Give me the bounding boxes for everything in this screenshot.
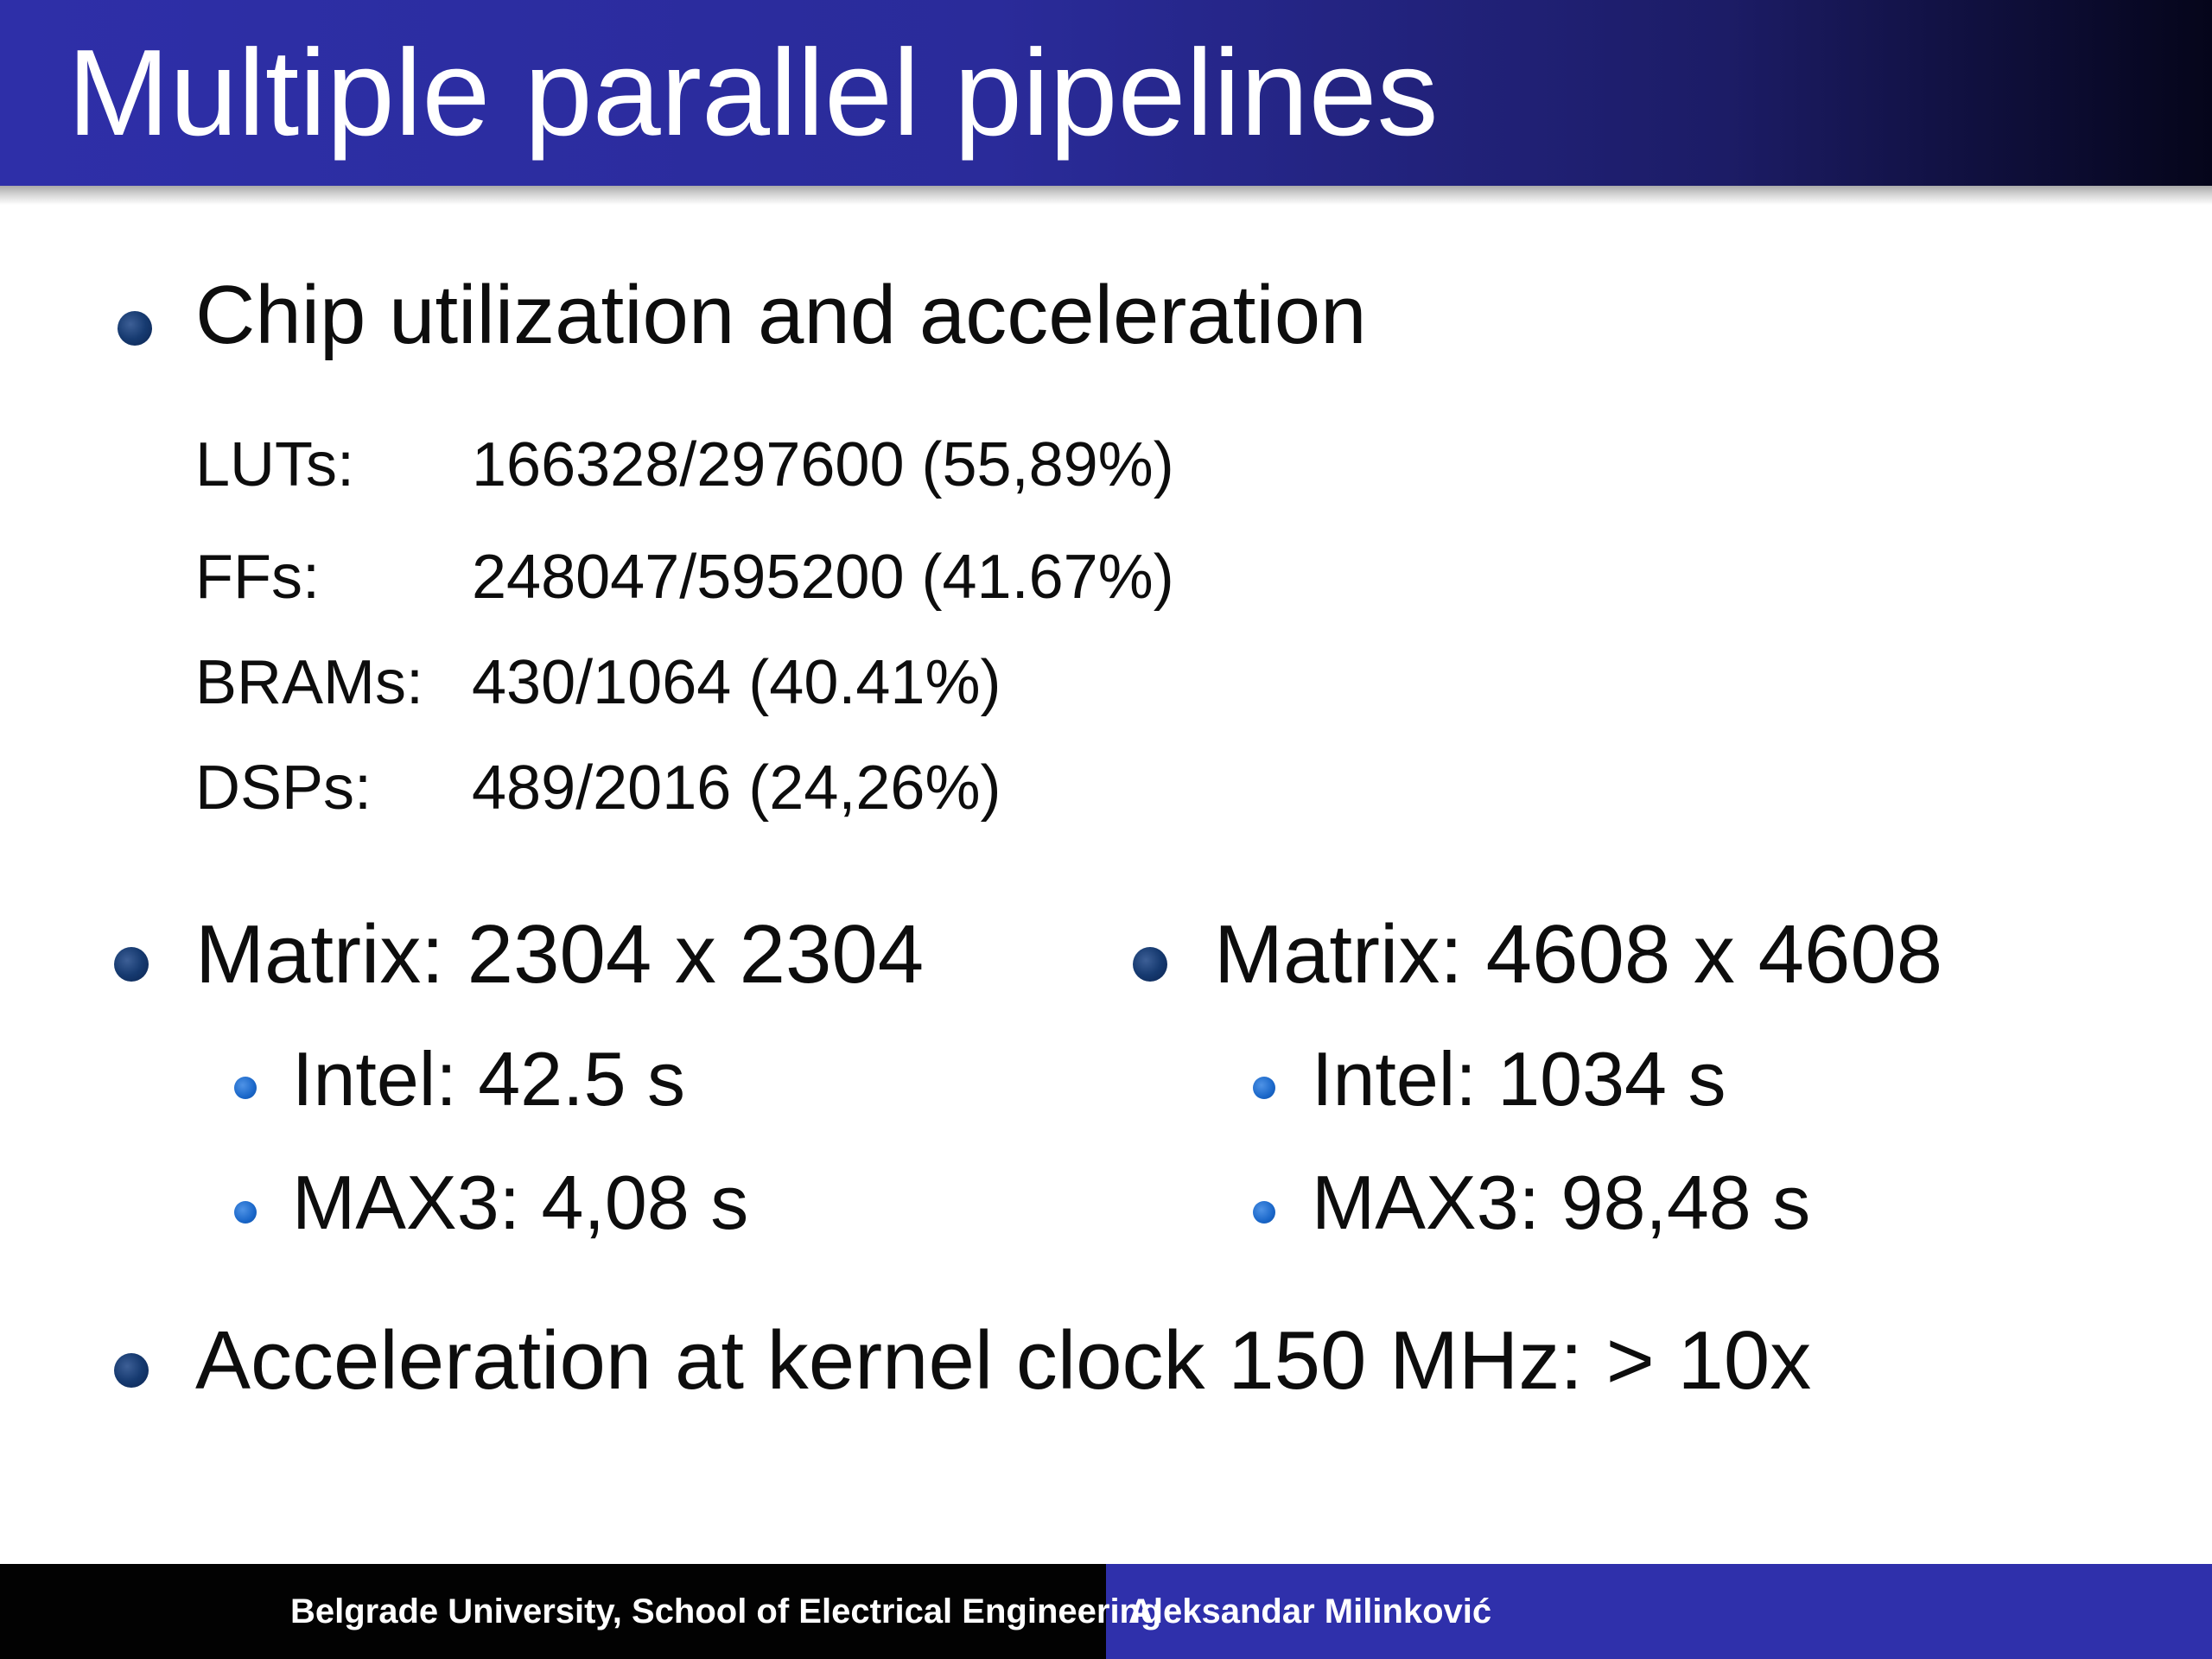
- footer-author: Aleksandar Milinković: [1128, 1592, 1492, 1630]
- footer-institution: Belgrade University, School of Electrica…: [290, 1592, 1162, 1630]
- stat-value-dsps: 489/2016 (24,26%): [472, 753, 1001, 823]
- matrix-left-intel: Intel: 42.5 s: [292, 1036, 685, 1122]
- title-bar-shadow: [0, 186, 2212, 205]
- sub-bullet-icon: [234, 1201, 257, 1224]
- matrix-left-heading: Matrix: 2304 x 2304: [195, 908, 925, 1001]
- title-bar: [0, 0, 2212, 186]
- stat-value-luts: 166328/297600 (55,89%): [472, 430, 1174, 499]
- stat-label-luts: LUTs:: [195, 430, 355, 499]
- sub-bullet-icon: [1253, 1077, 1275, 1099]
- stat-value-ffs: 248047/595200 (41.67%): [472, 543, 1174, 612]
- chip-utilization-heading: Chip utilization and acceleration: [195, 269, 1367, 361]
- sub-bullet-icon: [1253, 1201, 1275, 1224]
- stat-label-ffs: FFs:: [195, 543, 320, 612]
- stat-label-brams: BRAMs:: [195, 648, 424, 717]
- matrix-right-intel: Intel: 1034 s: [1312, 1036, 1726, 1122]
- stat-value-brams: 430/1064 (40.41%): [472, 648, 1001, 717]
- matrix-right-heading: Matrix: 4608 x 4608: [1214, 908, 1943, 1001]
- matrix-left-max3: MAX3: 4,08 s: [292, 1160, 749, 1245]
- acceleration-text: Acceleration at kernel clock 150 MHz: > …: [195, 1314, 1812, 1407]
- footer-institution-bar: [0, 1564, 1106, 1659]
- footer-author-bar: [1106, 1564, 2212, 1659]
- bullet-icon: [114, 947, 149, 982]
- sub-bullet-icon: [234, 1077, 257, 1099]
- bullet-icon: [114, 1353, 149, 1388]
- stat-label-dsps: DSPs:: [195, 753, 372, 823]
- bullet-icon: [1133, 947, 1167, 982]
- slide-title: Multiple parallel pipelines: [67, 24, 1439, 162]
- bullet-icon: [118, 311, 152, 346]
- matrix-right-max3: MAX3: 98,48 s: [1312, 1160, 1811, 1245]
